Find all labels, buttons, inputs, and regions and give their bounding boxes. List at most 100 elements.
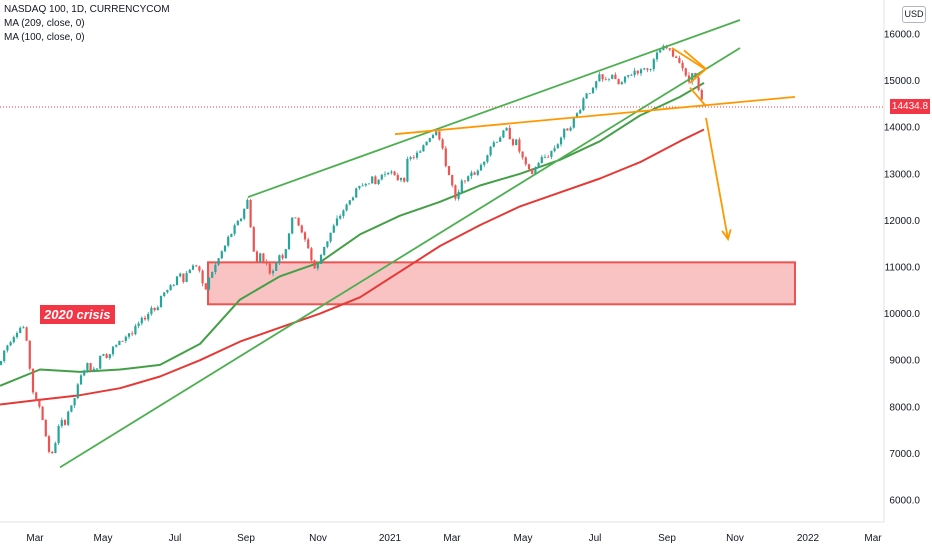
candle-body bbox=[89, 363, 92, 372]
candle-body bbox=[255, 251, 259, 263]
candle-body bbox=[310, 248, 313, 261]
candle-body bbox=[41, 406, 44, 421]
candle-body bbox=[367, 183, 371, 185]
y-tick-label: 11000.0 bbox=[885, 263, 921, 274]
candle-body bbox=[179, 273, 182, 277]
candle-body bbox=[553, 148, 556, 151]
candle-body bbox=[323, 246, 326, 255]
symbol-label[interactable]: NASDAQ 100, 1D, CURRENCYCOM bbox=[4, 4, 170, 15]
candle-body bbox=[265, 261, 268, 264]
candle-body bbox=[630, 74, 633, 76]
candle-body bbox=[585, 93, 588, 99]
candle-body bbox=[595, 81, 598, 88]
candle-body bbox=[102, 354, 105, 356]
candle-body bbox=[297, 217, 300, 226]
candle-body bbox=[195, 265, 198, 267]
candle-body bbox=[124, 336, 127, 341]
y-tick-label: 7000.0 bbox=[889, 449, 920, 460]
candle-body bbox=[185, 273, 188, 282]
candle-body bbox=[409, 157, 412, 159]
candle-body bbox=[131, 333, 134, 335]
ma209-label[interactable]: MA (209, close, 0) bbox=[4, 18, 85, 29]
chart-legend: NASDAQ 100, 1D, CURRENCYCOM MA (209, clo… bbox=[4, 3, 170, 45]
candle-body bbox=[329, 232, 332, 242]
candle-body bbox=[639, 69, 643, 74]
candle-body bbox=[35, 392, 38, 401]
candle-body bbox=[636, 70, 639, 74]
candle-body bbox=[150, 307, 153, 314]
candle-body bbox=[92, 368, 95, 372]
x-tick-label: 2022 bbox=[797, 533, 820, 544]
candle-body bbox=[700, 90, 703, 100]
y-tick-label: 12000.0 bbox=[884, 216, 921, 227]
candle-body bbox=[559, 137, 563, 145]
candle-body bbox=[271, 270, 275, 274]
candle-body bbox=[518, 139, 521, 152]
candle-body bbox=[108, 354, 111, 359]
candle-body bbox=[268, 263, 271, 274]
ma100-line bbox=[0, 82, 705, 387]
candle-body bbox=[63, 419, 67, 425]
candle-body bbox=[70, 405, 73, 412]
wedge-pattern bbox=[683, 49, 708, 84]
candle-body bbox=[287, 233, 291, 250]
candle-body bbox=[191, 265, 195, 270]
candle-body bbox=[617, 79, 620, 85]
candle-body bbox=[601, 74, 604, 80]
candle-body bbox=[281, 255, 284, 259]
candle-body bbox=[569, 127, 572, 131]
x-tick-label: Jul bbox=[169, 533, 182, 544]
trend-line-3 bbox=[689, 87, 707, 107]
candle-body bbox=[566, 128, 569, 131]
moving-averages bbox=[0, 82, 705, 406]
candle-body bbox=[534, 167, 537, 174]
candle-body bbox=[335, 218, 339, 226]
candle-body bbox=[524, 157, 527, 165]
candle-body bbox=[147, 313, 150, 320]
candle-body bbox=[591, 87, 595, 94]
candle-body bbox=[0, 361, 3, 365]
candle-body bbox=[422, 145, 425, 152]
candle-body bbox=[579, 110, 582, 114]
candle-body bbox=[489, 146, 492, 156]
x-tick-label: Jul bbox=[589, 533, 602, 544]
x-tick-label: 2021 bbox=[379, 533, 402, 544]
candle-body bbox=[223, 245, 227, 252]
x-tick-label: May bbox=[514, 533, 533, 544]
candle-body bbox=[377, 179, 380, 185]
candle-body bbox=[294, 217, 297, 219]
candle-body bbox=[73, 398, 76, 406]
candle-body bbox=[15, 332, 19, 338]
y-tick-label: 15000.0 bbox=[884, 76, 921, 87]
candle-body bbox=[633, 70, 636, 75]
candle-body bbox=[620, 82, 623, 85]
candle-body bbox=[54, 443, 57, 454]
candle-body bbox=[550, 150, 553, 157]
candle-body bbox=[358, 186, 361, 189]
candle-body bbox=[6, 345, 9, 351]
candle-body bbox=[201, 270, 204, 284]
candle-body bbox=[313, 260, 316, 269]
candle-body bbox=[380, 174, 383, 180]
candle-body bbox=[76, 384, 79, 399]
candle-body bbox=[239, 218, 243, 221]
currency-button[interactable]: USD bbox=[902, 6, 926, 23]
candle-body bbox=[374, 176, 377, 185]
candle-body bbox=[115, 345, 118, 347]
candle-body bbox=[262, 253, 265, 262]
candle-body bbox=[348, 200, 351, 205]
candle-body bbox=[470, 172, 473, 177]
candle-body bbox=[582, 98, 585, 111]
drawings bbox=[59, 19, 796, 469]
candle-body bbox=[543, 156, 547, 158]
ma100-label[interactable]: MA (100, close, 0) bbox=[4, 32, 85, 43]
x-tick-label: Mar bbox=[864, 533, 882, 544]
candle-body bbox=[236, 220, 239, 226]
candle-body bbox=[163, 292, 166, 297]
candle-body bbox=[355, 188, 358, 198]
crisis-annotation: 2020 crisis bbox=[40, 305, 115, 324]
candle-body bbox=[137, 323, 140, 326]
